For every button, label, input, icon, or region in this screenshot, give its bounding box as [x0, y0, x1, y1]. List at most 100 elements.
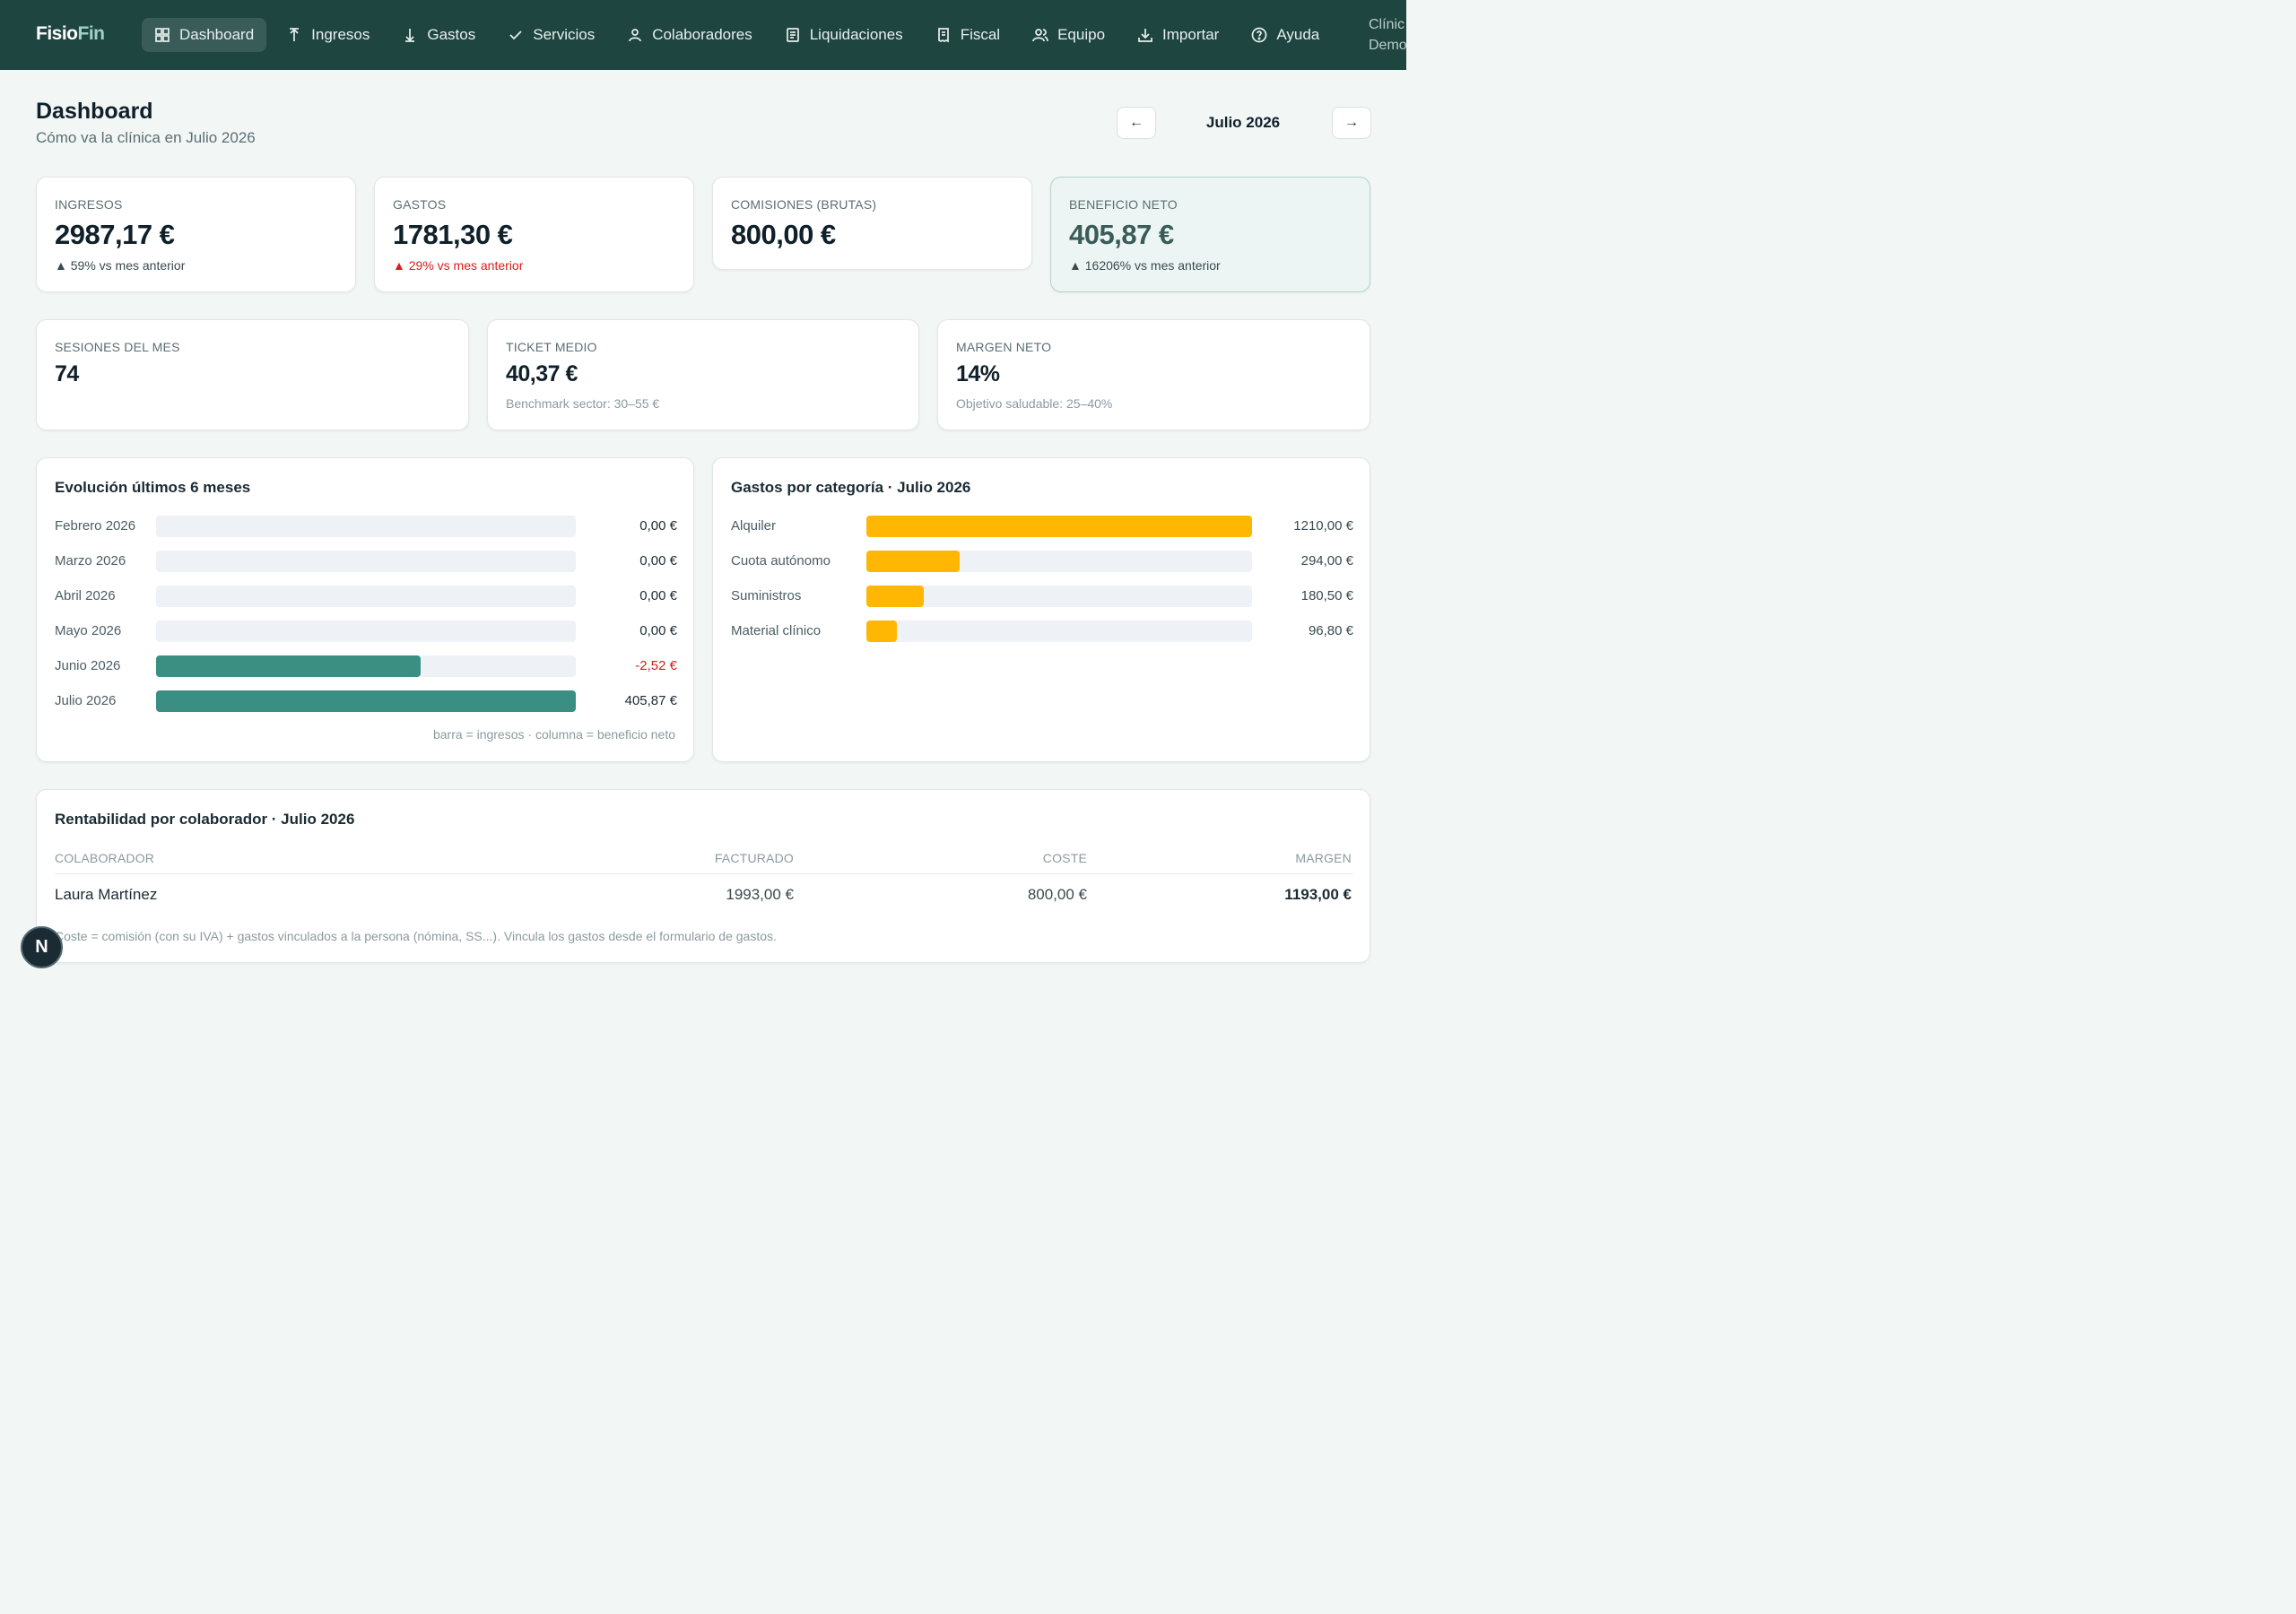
expense-category-label: Suministros	[731, 588, 802, 603]
expense-category-label: Material clínico	[731, 623, 822, 638]
expenses-card: Gastos por categoría · Julio 2026 Alquil…	[712, 457, 1370, 762]
receipt-icon	[937, 28, 949, 43]
evolution-month-label: Junio 2026	[55, 658, 121, 673]
income-bar-track	[156, 620, 576, 642]
expense-bar	[866, 516, 1252, 537]
income-bar	[156, 655, 421, 677]
cell-cost: 800,00 €	[1027, 886, 1087, 903]
current-month: Julio 2026	[1205, 114, 1281, 131]
income-bar-track	[156, 516, 576, 537]
nextjs-dev-button[interactable]: N	[21, 926, 63, 968]
kpi-card-comisiones: COMISIONES (BRUTAS) 800,00 €	[712, 177, 1032, 270]
stat-note: Objetivo saludable: 25–40%	[956, 396, 1113, 411]
kpi-value: 405,87 €	[1069, 219, 1174, 250]
expense-row: Alquiler 1210,00 €	[731, 515, 1353, 538]
kpi-label: BENEFICIO NETO	[1069, 197, 1178, 212]
evolution-title: Evolución últimos 6 meses	[55, 479, 251, 496]
top-navbar: FisioFin Dashboard Ingresos Gastos Servi…	[0, 0, 1406, 70]
expense-bar	[866, 551, 960, 572]
kpi-label: INGRESOS	[55, 197, 123, 212]
collaborator-title: Rentabilidad por colaborador · Julio 202…	[55, 811, 355, 828]
kpi-label: GASTOS	[393, 197, 447, 212]
nav-ayuda[interactable]: Ayuda	[1239, 18, 1332, 52]
stat-value: 74	[55, 361, 79, 386]
stat-card-sesiones: SESIONES DEL MES 74	[36, 319, 469, 430]
kpi-delta: ▲ 59% vs mes anterior	[55, 258, 186, 273]
expense-bar-track	[866, 586, 1252, 607]
download-icon	[1138, 29, 1152, 42]
net-profit-value: 0,00 €	[639, 553, 677, 568]
nav-equipo[interactable]: Equipo	[1020, 18, 1118, 52]
net-profit-value: 405,87 €	[624, 693, 677, 708]
evolution-row: Julio 2026 405,87 €	[55, 690, 677, 713]
expense-row: Suministros 180,50 €	[731, 585, 1353, 608]
evolution-row: Junio 2026 -2,52 €	[55, 655, 677, 678]
expense-amount: 180,50 €	[1300, 588, 1353, 603]
expense-amount: 96,80 €	[1308, 623, 1353, 638]
stat-card-ticket: TICKET MEDIO 40,37 € Benchmark sector: 3…	[487, 319, 919, 430]
cell-name: Laura Martínez	[55, 886, 158, 903]
income-bar-track	[156, 551, 576, 572]
expense-bar	[866, 620, 897, 642]
stat-note: Benchmark sector: 30–55 €	[506, 396, 660, 411]
kpi-value: 2987,17 €	[55, 219, 175, 250]
expense-bar	[866, 586, 924, 607]
stat-value: 40,37 €	[506, 361, 578, 386]
nav-colaboradores[interactable]: Colaboradores	[614, 18, 765, 52]
expenses-title: Gastos por categoría · Julio 2026	[731, 479, 971, 496]
team-icon	[1032, 29, 1048, 42]
nav-servicios[interactable]: Servicios	[495, 18, 607, 52]
document-icon	[786, 28, 799, 42]
net-profit-value: -2,52 €	[635, 658, 677, 673]
expense-bar-track	[866, 551, 1252, 572]
expense-row: Material clínico 96,80 €	[731, 620, 1353, 643]
evolution-row: Febrero 2026 0,00 €	[55, 515, 677, 538]
nav-liquidaciones[interactable]: Liquidaciones	[772, 18, 916, 52]
arrow-up-icon	[290, 28, 300, 41]
main-nav: Dashboard Ingresos Gastos Servicios Cola…	[142, 18, 1339, 52]
kpi-label: COMISIONES (BRUTAS)	[731, 197, 877, 212]
nav-dashboard[interactable]: Dashboard	[142, 18, 267, 52]
evolution-row: Mayo 2026 0,00 €	[55, 620, 677, 643]
income-bar-track	[156, 690, 576, 712]
nav-importar[interactable]: Importar	[1125, 18, 1231, 52]
evolution-row: Abril 2026 0,00 €	[55, 585, 677, 608]
help-icon	[1251, 27, 1267, 43]
column-header-margen: MARGEN	[1295, 851, 1352, 865]
arrow-down-icon	[405, 29, 415, 42]
expense-category-label: Alquiler	[731, 518, 777, 534]
next-month-button[interactable]: →	[1332, 107, 1371, 139]
evolution-card: Evolución últimos 6 meses Febrero 2026 0,…	[36, 457, 694, 762]
prev-month-button[interactable]: ←	[1117, 107, 1156, 139]
evolution-row: Marzo 2026 0,00 €	[55, 550, 677, 573]
expense-category-label: Cuota autónomo	[731, 553, 831, 568]
expense-amount: 294,00 €	[1300, 553, 1353, 568]
kpi-delta: ▲ 29% vs mes anterior	[393, 258, 524, 273]
column-header-colaborador: COLABORADOR	[55, 851, 155, 865]
kpi-value: 1781,30 €	[393, 219, 513, 250]
app-logo[interactable]: FisioFin	[36, 23, 105, 44]
table-footnote: Coste = comisión (con su IVA) + gastos v…	[55, 929, 777, 943]
income-bar	[156, 690, 576, 712]
kpi-value: 800,00 €	[731, 219, 836, 250]
stat-value: 14%	[956, 361, 1000, 386]
stat-label: TICKET MEDIO	[506, 340, 597, 354]
kpi-card-ingresos: INGRESOS 2987,17 € ▲ 59% vs mes anterior	[36, 177, 356, 292]
column-header-coste: COSTE	[1042, 851, 1087, 865]
income-bar-track	[156, 586, 576, 607]
table-divider	[55, 873, 1353, 874]
evolution-month-label: Abril 2026	[55, 588, 116, 603]
income-bar-track	[156, 655, 576, 677]
nav-ingresos[interactable]: Ingresos	[274, 18, 382, 52]
cell-billed: 1993,00 €	[726, 886, 794, 903]
evolution-month-label: Julio 2026	[55, 693, 117, 708]
stat-card-margen: MARGEN NETO 14% Objetivo saludable: 25–4…	[937, 319, 1370, 430]
expense-row: Cuota autónomo 294,00 €	[731, 550, 1353, 573]
net-profit-value: 0,00 €	[639, 518, 677, 534]
nav-gastos[interactable]: Gastos	[389, 18, 488, 52]
net-profit-value: 0,00 €	[639, 588, 677, 603]
nav-fiscal[interactable]: Fiscal	[923, 18, 1013, 52]
user-icon	[629, 29, 642, 42]
clinic-selector[interactable]: Clínic Demo	[1369, 17, 1406, 53]
expense-amount: 1210,00 €	[1293, 518, 1353, 534]
